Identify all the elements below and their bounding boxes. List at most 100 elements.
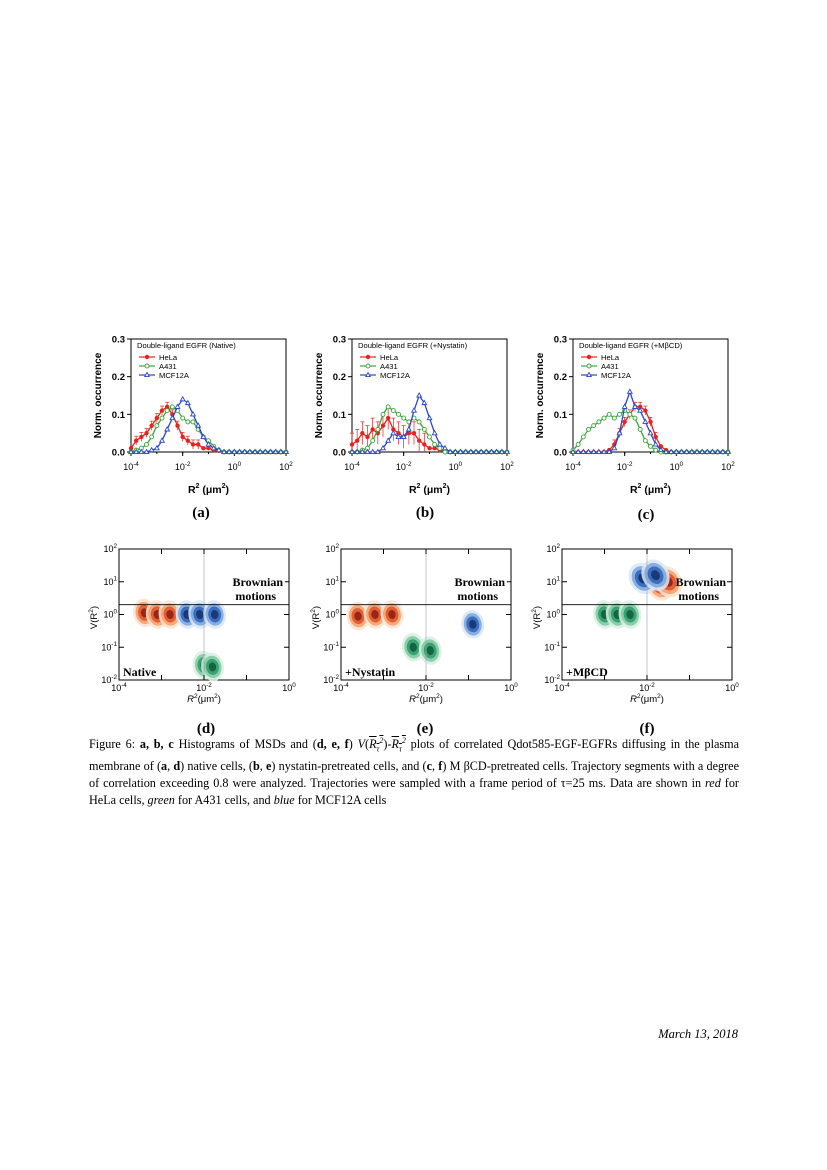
- contour-blob: [208, 662, 217, 672]
- y-tick-label: 101: [325, 576, 339, 587]
- y-axis-label: Norm. occurrence: [535, 352, 546, 438]
- y-tick-label: 102: [546, 543, 560, 554]
- y-tick-label: 0.0: [554, 448, 567, 459]
- data-point: [154, 415, 160, 421]
- figure-caption: Figure 6: a, b, c Histograms of MSDs and…: [89, 736, 740, 808]
- caption-rtau: Rτ2: [369, 736, 384, 754]
- x-axis-label: R2 (μm2): [630, 483, 671, 496]
- data-point: [498, 448, 505, 455]
- data-point: [267, 448, 274, 455]
- data-point: [411, 430, 417, 436]
- data-point: [422, 442, 427, 447]
- caption-def: d, e, f: [316, 737, 349, 752]
- brownian-label: motions: [678, 589, 719, 603]
- caption-abc: a, b, c: [139, 737, 174, 752]
- data-point: [164, 404, 170, 409]
- x-axis-label: R2(μm2): [187, 693, 221, 705]
- chart-title: Double-ligand EGFR (+MβCD): [579, 341, 683, 350]
- chart-title: Double-ligand EGFR (Native): [137, 341, 236, 350]
- y-tick-label: 10-2: [544, 674, 560, 685]
- condition-label: +Nystatin: [345, 665, 396, 679]
- data-point: [416, 419, 422, 425]
- data-point: [149, 434, 155, 440]
- data-point: [205, 441, 212, 447]
- data-point: [354, 438, 360, 443]
- data-point: [678, 448, 685, 455]
- caption-text: ) native cells, (: [180, 758, 253, 773]
- data-point: [369, 448, 376, 455]
- data-point: [143, 448, 150, 455]
- x-tick-label: 10-4: [123, 461, 139, 472]
- data-point: [591, 423, 597, 429]
- data-point: [606, 448, 613, 455]
- data-point: [201, 446, 206, 451]
- x-tick-label: 10-2: [617, 461, 633, 472]
- data-point: [467, 448, 474, 455]
- data-point: [653, 434, 658, 440]
- data-point: [148, 446, 155, 453]
- data-point: [483, 448, 490, 455]
- brownian-label: motions: [457, 589, 498, 603]
- data-point: [642, 438, 648, 444]
- caption-red: red: [705, 775, 721, 790]
- data-point: [437, 445, 443, 451]
- panel-label: (a): [192, 505, 210, 521]
- data-point: [385, 404, 391, 410]
- data-point: [596, 419, 602, 425]
- contour-blob: [196, 610, 204, 619]
- data-point: [441, 444, 449, 451]
- contour-blob: [651, 570, 660, 581]
- data-point: [648, 419, 653, 425]
- data-point: [391, 427, 396, 432]
- x-tick-label: 100: [725, 682, 739, 693]
- histogram-panel: 0.0 0.1 0.2 0.3 10-4 10-2 100 102 Norm. occurren…: [93, 335, 293, 497]
- data-point: [359, 448, 366, 455]
- y-tick-label: 0.1: [112, 410, 126, 421]
- data-point: [144, 430, 149, 436]
- data-point: [370, 427, 375, 432]
- caption-text: plots of correlated Qdot585-EGF-EGFRs di…: [89, 737, 740, 773]
- data-point: [154, 423, 160, 429]
- legend-label: A431: [601, 362, 619, 371]
- data-point: [272, 448, 279, 455]
- data-point: [575, 442, 581, 447]
- brownian-label: Brownian: [455, 575, 506, 589]
- y-tick-label: 102: [103, 543, 117, 554]
- data-point: [349, 442, 355, 447]
- data-point: [647, 429, 654, 436]
- data-point: [611, 444, 618, 451]
- contour-blob: [371, 610, 379, 619]
- data-point: [390, 429, 397, 436]
- data-point: [616, 429, 623, 436]
- data-point: [396, 430, 401, 436]
- data-point: [442, 449, 448, 455]
- data-point: [251, 448, 259, 455]
- x-tick-label: 10-4: [565, 461, 581, 472]
- data-point: [189, 410, 197, 417]
- data-point: [257, 448, 264, 455]
- data-point: [704, 448, 711, 455]
- y-tick-label: 0.3: [112, 335, 125, 346]
- data-point: [365, 434, 370, 440]
- histogram-panel: 0.0 0.1 0.2 0.3 10-4 10-2 100 102 Norm. occurren…: [314, 335, 514, 497]
- data-point: [380, 411, 386, 417]
- data-point: [585, 448, 592, 455]
- data-point: [282, 448, 290, 455]
- data-point: [652, 441, 659, 447]
- data-point: [138, 448, 145, 455]
- data-point: [380, 423, 386, 428]
- data-point: [144, 442, 149, 447]
- data-point: [149, 423, 154, 428]
- y-axis-label: Norm. occurrence: [93, 352, 104, 438]
- data-point: [436, 441, 443, 447]
- data-point: [354, 448, 361, 455]
- data-point: [586, 426, 591, 432]
- data-point: [447, 448, 454, 455]
- caption-text: ) M βCD-pretreated cells. Trajectory seg…: [89, 758, 739, 790]
- x-tick-label: 10-4: [333, 682, 349, 693]
- data-point: [617, 411, 622, 417]
- data-point: [432, 446, 437, 451]
- data-point: [133, 438, 139, 443]
- data-point: [395, 433, 402, 439]
